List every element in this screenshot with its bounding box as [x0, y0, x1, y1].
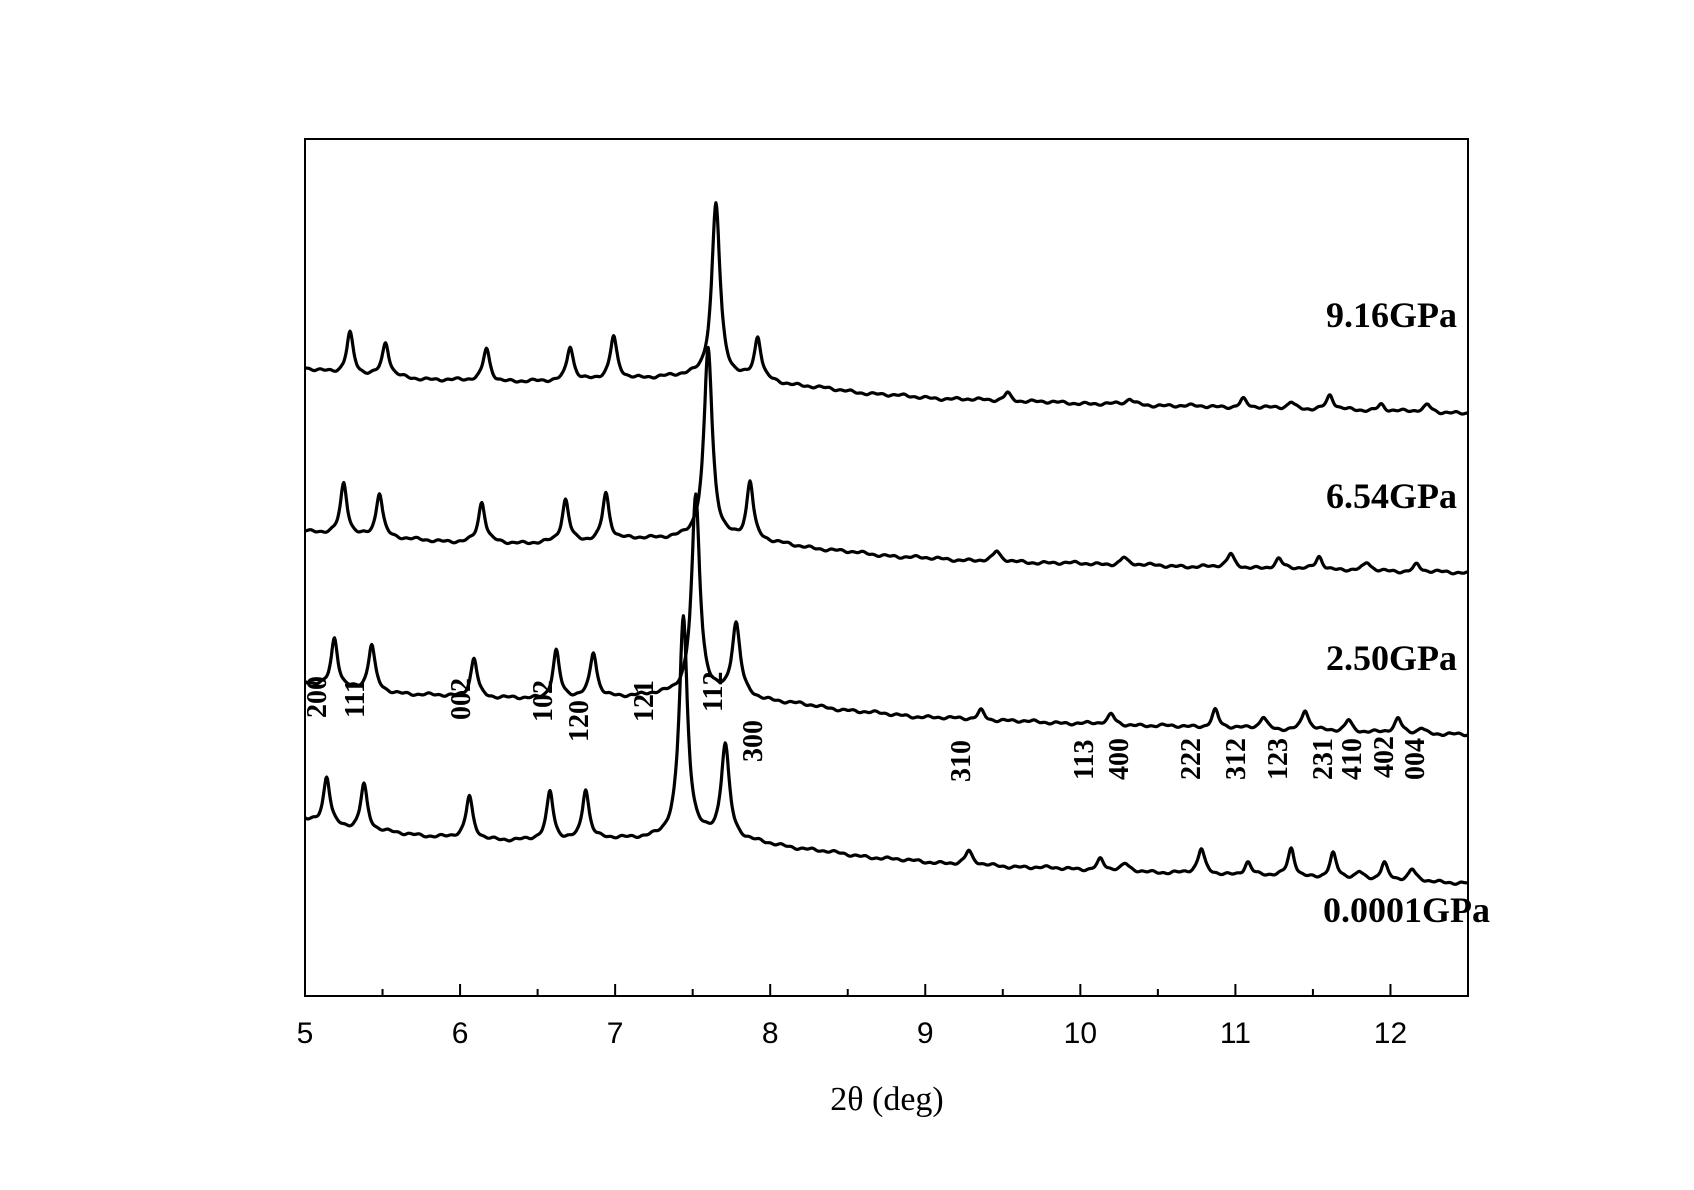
- series-line-00001gpa: [303, 614, 1469, 886]
- hkl-label: 310: [946, 740, 977, 782]
- hkl-label: 231: [1308, 738, 1339, 780]
- hkl-label: 111: [340, 679, 371, 718]
- plot-frame: [304, 138, 1469, 997]
- x-tick-label: 6: [452, 1017, 469, 1050]
- hkl-label: 113: [1069, 740, 1100, 780]
- series-line-250gpa: [303, 492, 1469, 738]
- x-tick-label: 11: [1220, 1017, 1251, 1050]
- hkl-label: 402: [1369, 736, 1400, 778]
- hkl-label: 004: [1400, 738, 1431, 780]
- x-axis-ticks: 5 6 7 8 9 10 11 12: [297, 984, 1469, 1050]
- hkl-label: 300: [738, 720, 769, 762]
- hkl-label: 102: [528, 680, 559, 722]
- x-tick-label: 12: [1374, 1017, 1407, 1050]
- series-line-654gpa: [304, 345, 1469, 576]
- hkl-label: 400: [1104, 738, 1135, 780]
- hkl-label: 312: [1221, 738, 1252, 780]
- series-line-916gpa: [304, 201, 1469, 416]
- hkl-label: 410: [1337, 738, 1368, 780]
- series-labels-group: 0.0001GPa 2.50GPa 6.54GPa 9.16GPa: [1323, 295, 1490, 930]
- hkl-label: 121: [629, 680, 660, 722]
- series-label: 0.0001GPa: [1323, 890, 1490, 930]
- x-tick-label: 5: [297, 1017, 314, 1050]
- hkl-label: 200: [302, 676, 333, 718]
- hkl-label: 222: [1176, 738, 1207, 780]
- series-label: 2.50GPa: [1326, 638, 1457, 678]
- series-label: 9.16GPa: [1326, 295, 1457, 335]
- hkl-label: 123: [1263, 738, 1294, 780]
- x-tick-label: 7: [607, 1017, 624, 1050]
- x-tick-label: 8: [762, 1017, 779, 1050]
- x-tick-label: 9: [917, 1017, 934, 1050]
- curves-group: [303, 201, 1469, 886]
- hkl-labels-group: 200 111 002 102 120 121 112 300 310 113 400 222 312 1…: [302, 672, 1431, 782]
- x-axis-label: 2θ (deg): [830, 1081, 944, 1118]
- hkl-label: 002: [446, 678, 477, 720]
- hkl-label: 112: [698, 672, 729, 712]
- series-label: 6.54GPa: [1326, 476, 1457, 516]
- hkl-label: 120: [564, 700, 595, 742]
- x-tick-label: 10: [1064, 1017, 1097, 1050]
